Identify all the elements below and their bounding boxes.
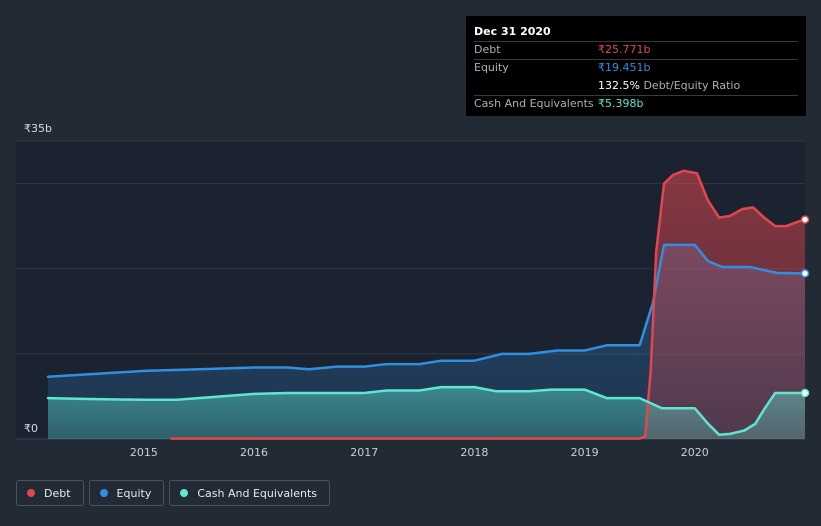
tooltip-equity-row: Equity ₹19.451b [474,59,798,76]
x-tick-label: 2017 [350,446,378,459]
chart-legend: Debt Equity Cash And Equivalents [16,480,330,506]
x-axis: 2015 2016 2017 2018 2019 2020 [130,446,709,459]
tooltip-equity-label: Equity [474,61,509,74]
x-tick-label: 2019 [571,446,599,459]
debt-end-point [800,215,810,224]
debt-line [170,169,807,440]
x-tick-label: 2018 [460,446,488,459]
legend-item-equity[interactable]: Equity [88,480,165,506]
tooltip-equity-value: ₹19.451b [598,61,651,74]
legend-label-cash: Cash And Equivalents [197,486,317,500]
series-areas [48,170,805,440]
cash-line [46,385,807,436]
legend-item-cash[interactable]: Cash And Equivalents [169,480,330,506]
legend-item-debt[interactable]: Debt [16,480,84,506]
series-end-markers [800,215,810,398]
tooltip-panel: Dec 31 2020 Debt ₹25.771b Equity ₹19.451… [466,16,806,116]
x-tick-label: 2015 [130,446,158,459]
tooltip-date: Dec 31 2020 [474,25,551,38]
legend-label-debt: Debt [44,486,71,500]
tooltip-ratio-label: Debt/Equity Ratio [643,79,741,92]
tooltip-debt-row: Debt ₹25.771b [474,41,798,58]
equity-dot-icon [99,489,108,497]
series-lines [46,169,807,440]
tooltip-ratio-row: 132.5% Debt/Equity Ratio [474,77,798,94]
tooltip-cash-value: ₹5.398b [598,97,644,110]
debt-area [171,170,805,440]
cash-area [48,387,805,439]
tooltip-debt-label: Debt [474,43,501,56]
tooltip-debt-value: ₹25.771b [598,43,651,56]
equity-area [48,244,805,439]
cash-dot-icon [180,489,189,497]
tooltip-cash-label: Cash And Equivalents [474,97,594,110]
y-tick-label: ₹35b [24,122,52,135]
equity-line [46,243,807,379]
y-axis: ₹35b ₹0 [24,122,52,435]
tooltip-ratio-value: 132.5% [598,79,640,92]
equity-end-point [800,269,810,278]
y-tick-label: ₹0 [24,422,38,435]
debt-dot-icon [27,489,35,497]
legend-label-equity: Equity [116,486,152,500]
tooltip-cash-row: Cash And Equivalents ₹5.398b [474,95,798,112]
x-tick-label: 2016 [240,446,268,459]
cash-end-point [800,388,810,398]
x-tick-label: 2020 [681,446,709,459]
